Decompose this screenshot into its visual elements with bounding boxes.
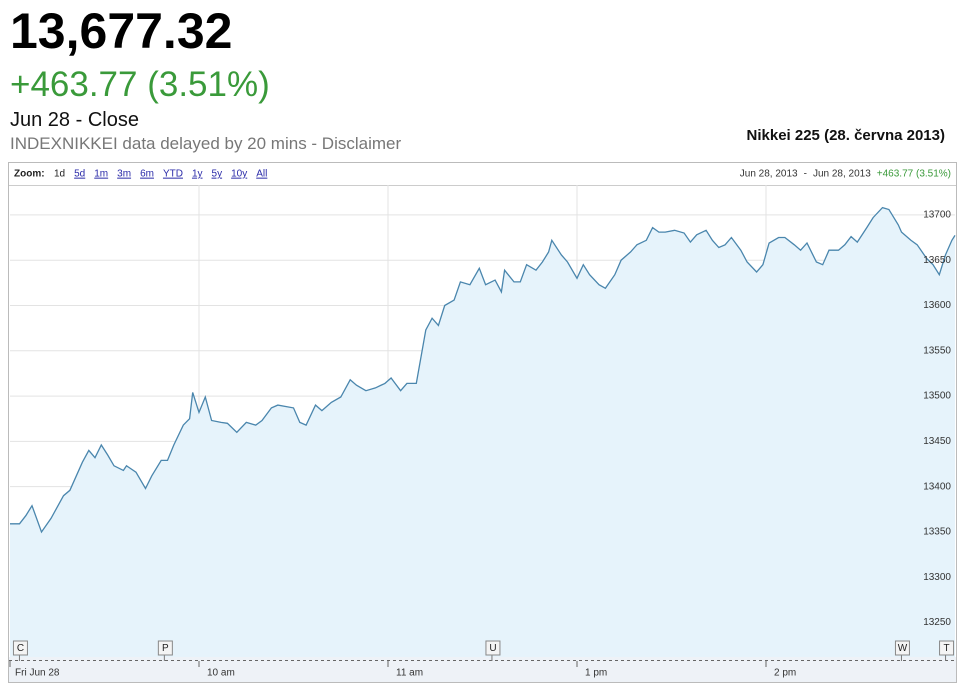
flag[interactable]: [939, 640, 955, 656]
range-start: Jun 28, 2013: [740, 169, 798, 180]
delay-note: INDEXNIKKEI data delayed by 20 mins - Di…: [10, 134, 402, 153]
y-tick-label: 13450: [923, 436, 951, 447]
flag-label: C: [17, 643, 24, 654]
y-tick-label: 13650: [923, 255, 951, 266]
y-tick-label: 13250: [923, 617, 951, 628]
flag[interactable]: [157, 640, 173, 656]
flag-label: T: [943, 643, 949, 654]
zoom-option[interactable]: 6m: [140, 169, 154, 180]
flag[interactable]: [894, 640, 910, 656]
y-tick-label: 13300: [923, 572, 951, 583]
zoom-option[interactable]: 3m: [117, 169, 131, 180]
flag[interactable]: [485, 640, 501, 656]
flag-label: U: [489, 643, 496, 654]
area-fill: [10, 207, 955, 657]
x-tick-label: 2 pm: [774, 668, 796, 679]
y-tick-label: 13500: [923, 391, 951, 402]
flag-label: W: [898, 643, 908, 654]
change: +463.77 (3.51%): [10, 65, 270, 104]
range-change: +463.77 (3.51%): [877, 169, 951, 180]
y-tick-label: 13350: [923, 527, 951, 538]
y-tick-label: 13550: [923, 345, 951, 356]
x-tick-label: 1 pm: [585, 668, 607, 679]
status: Jun 28 - Close: [10, 109, 139, 131]
range-separator: -: [804, 169, 807, 180]
price: 13,677.32: [10, 3, 233, 59]
y-tick-label: 13400: [923, 481, 951, 492]
zoom-option[interactable]: YTD: [163, 169, 183, 180]
zoom-option[interactable]: 1d: [54, 169, 65, 180]
flag[interactable]: [12, 640, 28, 656]
zoom-option[interactable]: All: [256, 169, 267, 180]
zoom-option[interactable]: 1m: [94, 169, 108, 180]
axis-bar: [9, 657, 956, 682]
x-tick-label: 11 am: [396, 668, 423, 679]
flag-label: P: [162, 643, 169, 654]
x-tick-label: Fri Jun 28: [15, 668, 60, 679]
zoom-option[interactable]: 5y: [212, 169, 223, 180]
y-tick-label: 13700: [923, 210, 951, 221]
price-line: [10, 206, 956, 534]
zoom-option[interactable]: 10y: [231, 169, 247, 180]
x-tick-label: 10 am: [207, 668, 235, 679]
y-tick-label: 13600: [923, 300, 951, 311]
range-end: Jun 28, 2013: [813, 169, 871, 180]
zoom-label: Zoom:: [14, 169, 45, 180]
chart-title: Nikkei 225 (28. června 2013): [747, 127, 945, 144]
zoom-option[interactable]: 1y: [192, 169, 203, 180]
zoom-option[interactable]: 5d: [74, 169, 85, 180]
